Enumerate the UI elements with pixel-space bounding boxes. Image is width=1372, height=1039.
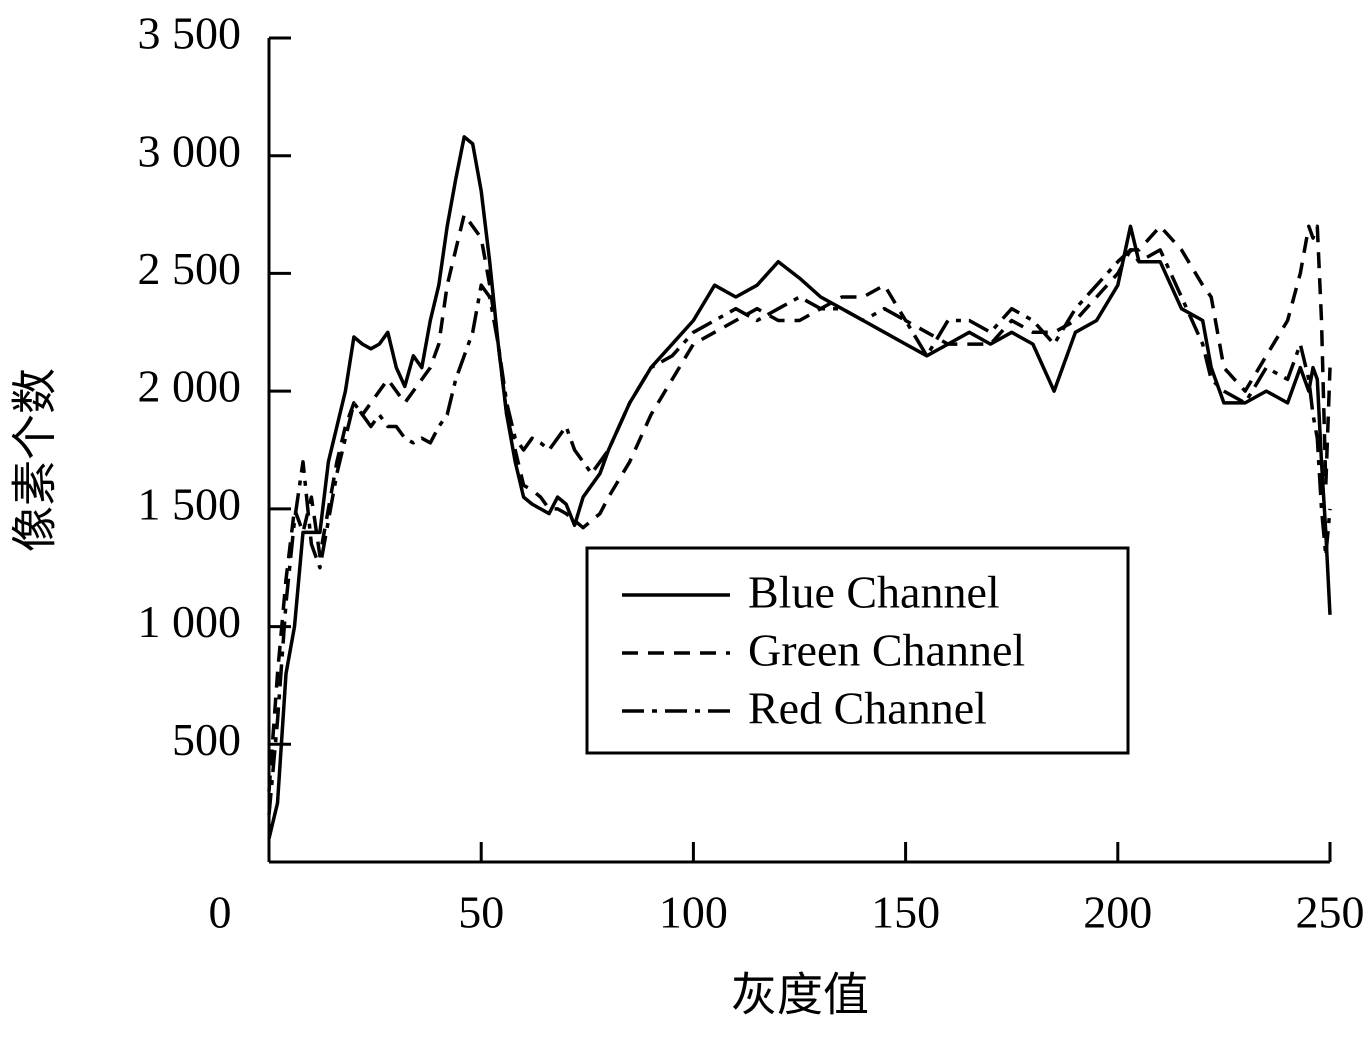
y-tick-label: 500: [172, 714, 241, 765]
x-tick-label: 50: [458, 887, 504, 938]
legend-box: [585, 546, 1130, 755]
x-axis-label: 灰度值: [731, 970, 869, 1021]
x-tick-label: 200: [1083, 887, 1152, 938]
y-tick-label: 1 500: [138, 478, 242, 529]
legend-label: Blue Channel: [748, 567, 1000, 618]
y-tick-label: 3 500: [138, 8, 242, 59]
x-tick-label: 100: [659, 887, 728, 938]
y-tick-label: 2 000: [138, 361, 242, 412]
series-line: [267, 212, 1332, 792]
x-tick-label: 250: [1296, 887, 1365, 938]
y-tick-label: 2 500: [138, 243, 242, 294]
legend-label: Red Channel: [748, 683, 987, 734]
x-tick-label: 150: [871, 887, 940, 938]
x-tick-label: 0: [209, 887, 232, 938]
y-axis-label: 像素个数: [10, 368, 61, 552]
y-tick-label: 1 000: [138, 596, 242, 647]
y-tick-label: 3 000: [138, 125, 242, 176]
series-line: [267, 248, 1332, 816]
legend-label: Green Channel: [748, 625, 1025, 676]
